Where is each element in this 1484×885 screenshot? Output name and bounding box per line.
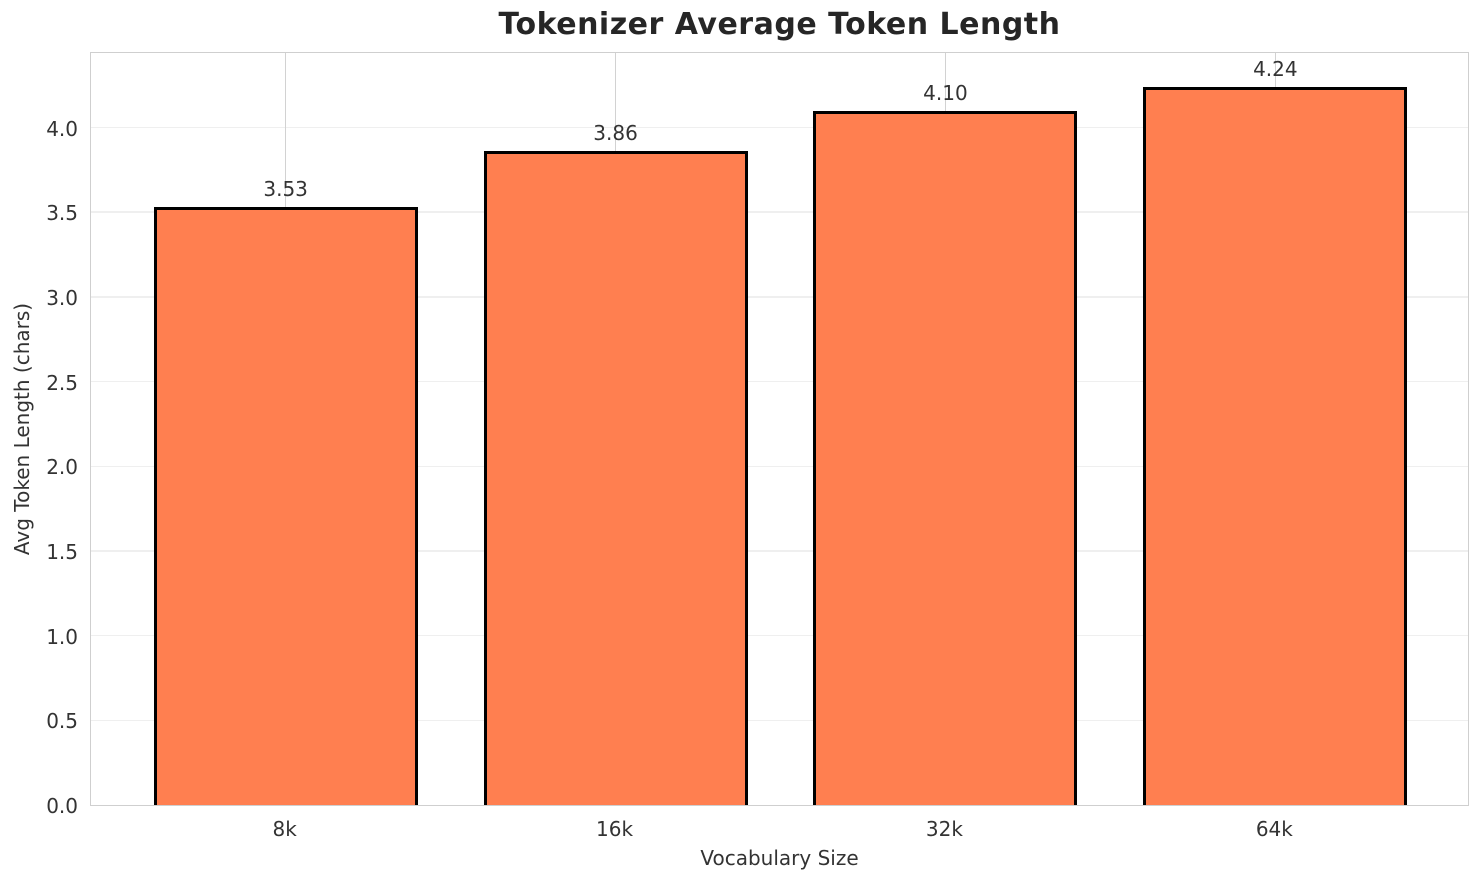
gridline-horizontal <box>91 465 1468 468</box>
chart-title: Tokenizer Average Token Length <box>498 7 1061 42</box>
gridline-horizontal <box>91 380 1468 383</box>
gridline-horizontal <box>91 126 1468 129</box>
y-tick-label: 1.0 <box>46 624 78 649</box>
y-tick-label: 3.5 <box>46 201 78 226</box>
y-tick-label: 3.0 <box>46 285 78 310</box>
y-tick-label: 0.0 <box>46 794 78 818</box>
gridline-horizontal <box>91 719 1468 722</box>
x-tick-label-64k: 64k <box>1255 817 1293 841</box>
plot-area: 3.53 3.86 4.10 4.24 <box>90 52 1469 806</box>
x-tick-label-16k: 16k <box>596 817 634 841</box>
y-axis-label: Avg Token Length (chars) <box>10 302 34 556</box>
gridline-horizontal <box>91 296 1468 298</box>
x-tick-label-32k: 32k <box>925 817 963 841</box>
y-tick-label: 2.0 <box>46 455 78 480</box>
bar-8k <box>153 207 418 805</box>
gridline-horizontal <box>91 550 1468 552</box>
bar-16k <box>483 151 748 805</box>
x-tick-label-8k: 8k <box>272 817 297 841</box>
bar-32k <box>813 110 1078 805</box>
y-tick-label: 1.5 <box>46 539 78 564</box>
bar-value-label: 3.53 <box>263 177 308 202</box>
y-tick-label: 4.0 <box>46 116 78 141</box>
gridline-horizontal <box>91 211 1468 213</box>
x-axis-label: Vocabulary Size <box>700 846 859 870</box>
gridline-horizontal <box>91 634 1468 637</box>
y-tick-label: 2.5 <box>46 370 78 395</box>
bar-value-label: 3.86 <box>593 121 638 146</box>
bar-value-label: 4.10 <box>923 80 968 105</box>
bar-value-label: 4.24 <box>1253 56 1298 81</box>
y-tick-label: 0.5 <box>46 709 78 734</box>
bar-64k <box>1143 86 1408 805</box>
